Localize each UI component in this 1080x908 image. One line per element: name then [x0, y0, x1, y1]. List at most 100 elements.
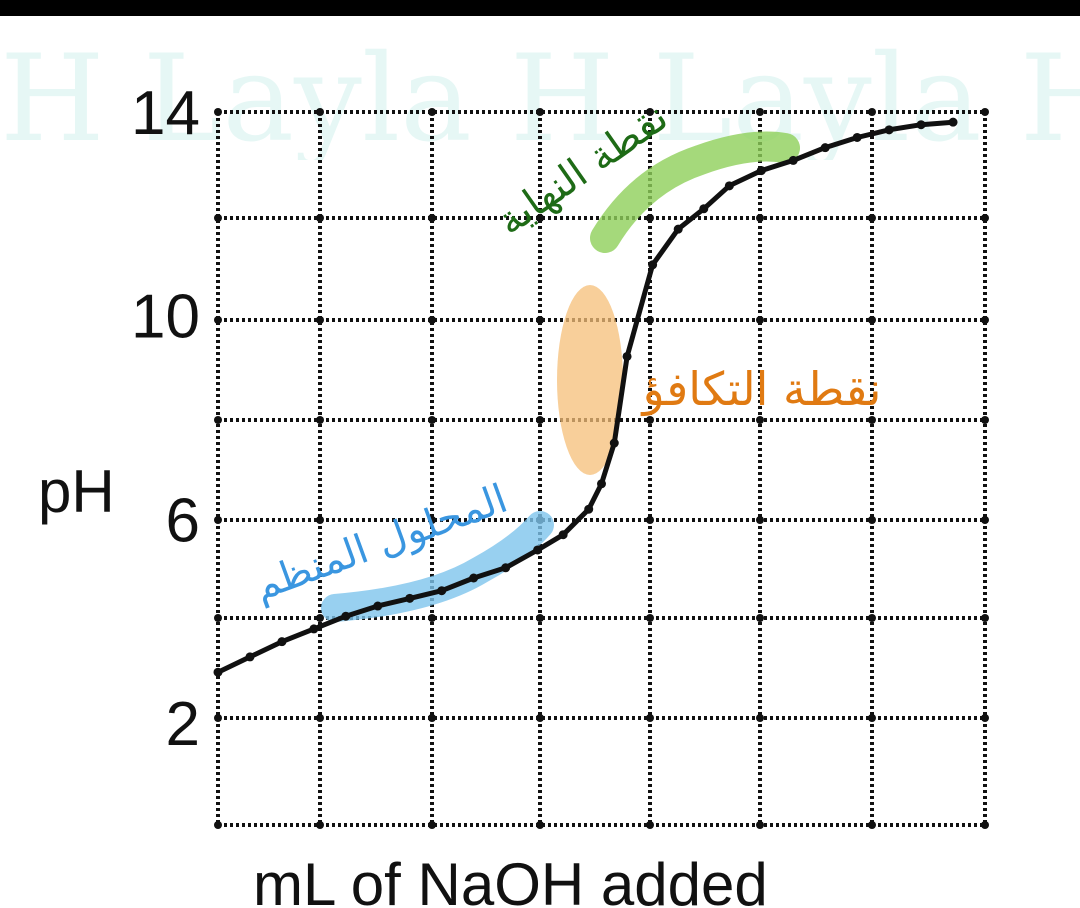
y-tick-labels: 2 6 10 14: [131, 79, 200, 759]
highlight-equivalence-region: [557, 285, 623, 475]
top-black-bar: [0, 0, 1080, 16]
data-point: [277, 637, 287, 647]
data-point: [724, 181, 734, 191]
grid-node: [868, 416, 876, 424]
grid-node: [428, 821, 436, 829]
grid-node: [316, 714, 324, 722]
data-point: [584, 504, 594, 514]
grid-node: [536, 416, 544, 424]
grid-node: [756, 108, 764, 116]
grid-node: [428, 516, 436, 524]
grid-node: [981, 316, 989, 324]
data-point: [245, 652, 255, 662]
grid-node: [646, 821, 654, 829]
grid-node: [214, 108, 222, 116]
grid-node: [756, 821, 764, 829]
grid-node: [428, 416, 436, 424]
data-points: [213, 117, 958, 677]
grid-node: [536, 714, 544, 722]
data-point: [788, 155, 798, 165]
data-point: [948, 117, 958, 127]
grid-node: [316, 614, 324, 622]
grid-node: [981, 214, 989, 222]
data-point: [309, 624, 319, 634]
grid-node: [981, 614, 989, 622]
data-point: [609, 438, 619, 448]
grid-node: [428, 316, 436, 324]
grid-node: [316, 416, 324, 424]
grid-node: [428, 214, 436, 222]
data-point: [341, 611, 351, 621]
grid-node: [214, 316, 222, 324]
grid-node: [756, 214, 764, 222]
data-point: [405, 593, 415, 603]
grid-node: [428, 614, 436, 622]
grid-node: [214, 516, 222, 524]
grid-node: [536, 108, 544, 116]
grid-node: [868, 614, 876, 622]
highlight-endpoint-region: [590, 131, 800, 253]
grid-node: [868, 821, 876, 829]
grid-node: [868, 714, 876, 722]
grid-node: [756, 316, 764, 324]
data-point: [437, 586, 447, 596]
data-point: [373, 601, 383, 611]
grid-node: [428, 714, 436, 722]
grid-node: [981, 416, 989, 424]
data-point: [213, 667, 223, 677]
grid-node: [214, 416, 222, 424]
grid-node: [868, 108, 876, 116]
y-tick-label: 6: [166, 486, 200, 555]
grid-node: [646, 108, 654, 116]
grid-node: [316, 214, 324, 222]
grid-node: [214, 714, 222, 722]
y-tick-label: 14: [131, 79, 200, 148]
grid-node: [214, 214, 222, 222]
grid-node: [316, 108, 324, 116]
grid-node: [756, 516, 764, 524]
grid-node: [536, 316, 544, 324]
grid-node: [981, 516, 989, 524]
data-point: [597, 479, 606, 489]
grid-node: [981, 821, 989, 829]
data-point: [469, 573, 479, 583]
grid-node: [646, 316, 654, 324]
grid-node: [536, 214, 544, 222]
grid-node: [214, 821, 222, 829]
grid-node: [756, 416, 764, 424]
data-point: [916, 120, 926, 130]
grid-node: [981, 108, 989, 116]
grid-node: [868, 316, 876, 324]
y-tick-label: 10: [131, 283, 200, 352]
data-point: [501, 563, 511, 573]
grid-node: [646, 416, 654, 424]
grid-node: [646, 714, 654, 722]
data-point: [558, 530, 568, 540]
data-point: [648, 260, 658, 270]
grid-node: [316, 516, 324, 524]
grid-node: [214, 614, 222, 622]
data-point: [756, 166, 766, 176]
annotation-label: نقطة التكافؤ: [641, 362, 882, 417]
data-point: [533, 545, 543, 555]
data-point: [884, 125, 894, 135]
data-point: [852, 132, 862, 142]
grid-node: [868, 516, 876, 524]
grid-node: [316, 821, 324, 829]
grid-node: [868, 214, 876, 222]
grid-node: [646, 214, 654, 222]
y-axis-label: pH: [38, 458, 115, 525]
data-point: [820, 143, 830, 153]
grid-node: [646, 516, 654, 524]
grid-node: [756, 614, 764, 622]
watermark-text: H Layla H Layla H Layla H: [0, 40, 1080, 160]
data-point: [699, 204, 709, 214]
x-axis-label: mL of NaOH added: [253, 851, 768, 908]
data-point: [622, 351, 632, 361]
grid-node: [756, 714, 764, 722]
grid-node: [536, 821, 544, 829]
grid-node: [981, 714, 989, 722]
grid-node: [646, 614, 654, 622]
y-tick-label: 2: [166, 690, 200, 759]
